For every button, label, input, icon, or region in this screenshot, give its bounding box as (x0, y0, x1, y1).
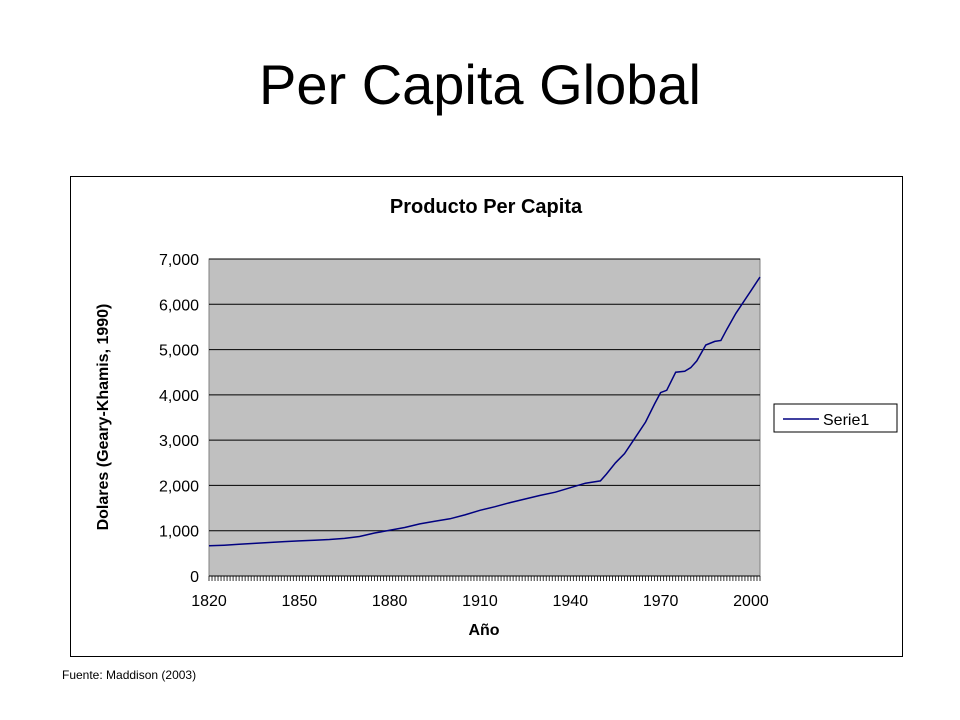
y-tick-label: 7,000 (159, 252, 199, 269)
line-chart: 0 1,000 2,000 3,000 4,000 5,000 6,000 7,000 182… (95, 196, 898, 639)
y-tick-label: 2,000 (159, 478, 199, 495)
y-axis-title: Dolares (Geary-Khamis, 1990) (95, 304, 112, 531)
chart-title: Producto Per Capita (390, 196, 583, 218)
x-tick-label: 1940 (553, 593, 589, 610)
y-tick-label: 3,000 (159, 433, 199, 450)
source-note: Fuente: Maddison (2003) (62, 668, 197, 682)
legend: Serie1 (773, 403, 898, 433)
y-tick-label: 0 (190, 569, 199, 586)
y-tick-label: 1,000 (159, 524, 199, 541)
slide-title: Per Capita Global (258, 53, 701, 116)
series-line-serie1 (208, 276, 761, 547)
x-tick-label: 1970 (643, 593, 679, 610)
y-tick-label: 4,000 (159, 388, 199, 405)
x-tick-marks (208, 575, 761, 581)
x-tick-label: 2000 (733, 593, 769, 610)
legend-label-serie1: Serie1 (823, 412, 869, 429)
x-tick-label: 1820 (191, 593, 227, 610)
chart-area: 0 1,000 2,000 3,000 4,000 5,000 6,000 7,000 182… (70, 176, 903, 657)
x-tick-label: 1910 (462, 593, 498, 610)
y-tick-label: 5,000 (159, 343, 199, 360)
x-tick-label: 1850 (282, 593, 318, 610)
y-tick-label: 6,000 (159, 297, 199, 314)
x-tick-label: 1880 (372, 593, 408, 610)
plot-area (208, 258, 761, 577)
x-axis-title: Año (468, 622, 499, 639)
y-gridlines (209, 258, 760, 532)
y-tick-labels: 0 1,000 2,000 3,000 4,000 5,000 6,000 7,000 (159, 252, 199, 586)
x-tick-labels: 1820 1850 1880 1910 1940 1970 2000 (191, 593, 769, 610)
legend-box (773, 403, 898, 433)
